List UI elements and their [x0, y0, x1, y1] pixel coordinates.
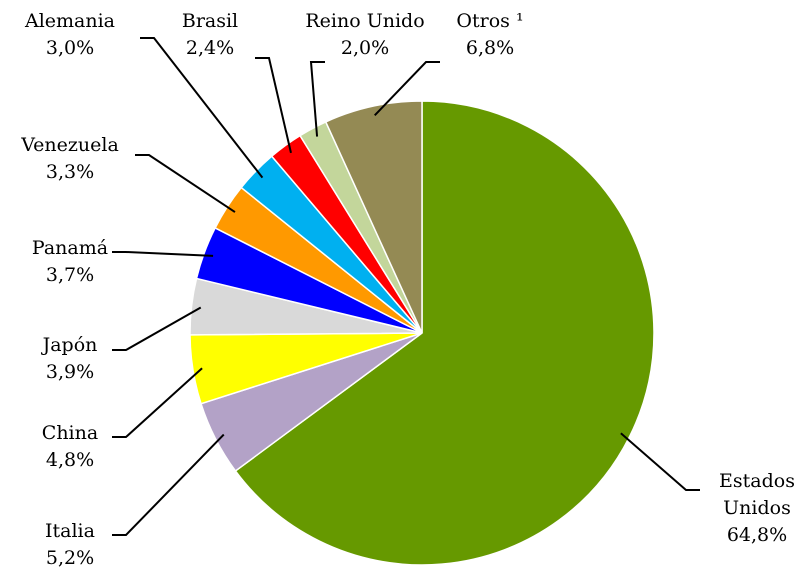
leader-line [112, 433, 225, 536]
value-label: 64,8% [726, 524, 788, 546]
leader-line [112, 367, 203, 438]
slice-label: Japón 3,9% [10, 332, 130, 386]
value-label: 2,4% [185, 37, 235, 59]
slice-label: China 4,8% [10, 420, 130, 474]
value-label: 6,8% [465, 37, 515, 59]
category-label: Estados Unidos [719, 470, 795, 519]
leader-line [135, 154, 236, 213]
slice-label: Venezuela 3,3% [0, 132, 140, 186]
pie-slice [324, 100, 423, 334]
slice-label: Otros ¹ 6,8% [440, 8, 540, 62]
leader-line [374, 61, 440, 117]
category-label: China [41, 422, 99, 444]
slice-label: Italia 5,2% [10, 518, 130, 569]
pie-slice [234, 100, 655, 566]
category-label: Otros ¹ [456, 10, 524, 32]
slice-label: Brasil 2,4% [160, 8, 260, 62]
value-label: 4,8% [45, 449, 95, 471]
slice-label: Reino Unido 2,0% [290, 8, 440, 62]
slice-label: Alemania 3,0% [0, 8, 140, 62]
slice-label: Panamá 3,7% [10, 235, 130, 289]
category-label: Brasil [181, 10, 239, 32]
category-label: Japón [42, 334, 98, 356]
value-label: 2,0% [340, 37, 390, 59]
leader-line [255, 57, 292, 154]
category-label: Alemania [24, 10, 116, 32]
value-label: 3,3% [45, 161, 95, 183]
category-label: Venezuela [21, 134, 119, 156]
value-label: 3,7% [45, 264, 95, 286]
leader-line [140, 37, 264, 179]
category-label: Reino Unido [305, 10, 425, 32]
value-label: 5,2% [45, 547, 95, 569]
value-label: 3,0% [45, 37, 95, 59]
category-label: Panamá [31, 237, 109, 259]
leader-line [112, 306, 202, 351]
leader-line [620, 432, 700, 491]
category-label: Italia [45, 520, 95, 542]
leader-line [112, 251, 214, 257]
value-label: 3,9% [45, 361, 95, 383]
slice-label: Estados Unidos 64,8% [712, 468, 802, 549]
leader-line [309, 61, 325, 137]
